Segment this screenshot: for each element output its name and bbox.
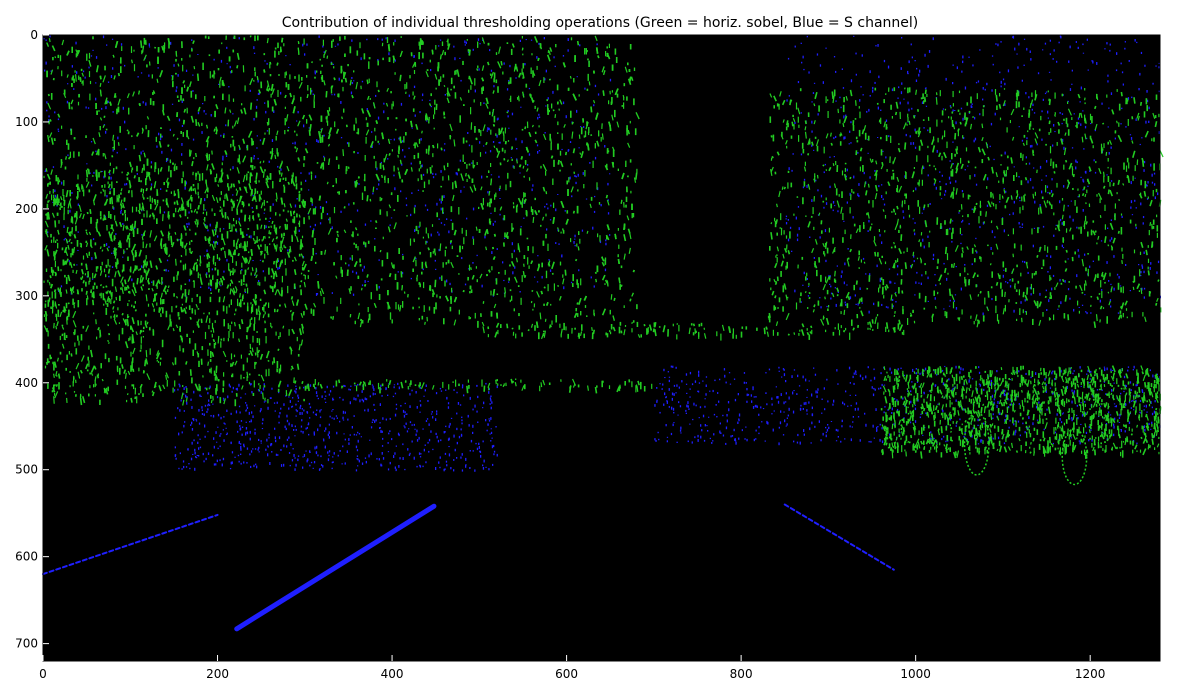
y-tick-label: 0 [30, 28, 38, 42]
x-tick-label: 800 [730, 667, 753, 681]
y-axis: 0 100 200 300 400 500 600 700 [15, 28, 49, 651]
sobel-edge-region [481, 321, 905, 341]
lane-lines [42, 503, 895, 632]
lane-line [783, 503, 895, 571]
x-tick-label: 1200 [1075, 667, 1106, 681]
x-tick-label: 0 [39, 667, 47, 681]
sobel-edge-region [43, 35, 640, 329]
sobel-edge-region [43, 165, 307, 407]
x-axis: 0 200 400 600 800 1000 1200 [39, 655, 1105, 681]
chart-title: Contribution of individual thresholding … [282, 15, 919, 31]
y-tick-label: 200 [15, 202, 38, 216]
y-tick-label: 100 [15, 115, 38, 129]
x-tick-label: 600 [555, 667, 578, 681]
s-channel-region [654, 365, 1161, 446]
y-tick-label: 600 [15, 550, 38, 564]
threshold-pixels [43, 35, 1164, 486]
y-tick-label: 300 [15, 289, 38, 303]
y-tick-label: 400 [15, 376, 38, 390]
sobel-edge-region [306, 378, 653, 394]
lane-line [42, 513, 219, 576]
x-tick-label: 1000 [900, 667, 931, 681]
y-tick-label: 700 [15, 637, 38, 651]
car-edge-blob [963, 411, 990, 476]
sobel-edge-region [767, 87, 1164, 329]
sobel-edge-region [880, 365, 1162, 459]
s-channel-region [43, 35, 612, 298]
x-tick-label: 200 [206, 667, 229, 681]
lane-line [234, 503, 437, 632]
x-tick-label: 400 [381, 667, 404, 681]
car-edge-blob [1061, 428, 1088, 486]
y-tick-label: 500 [15, 463, 38, 477]
s-channel-region [173, 382, 498, 472]
plot-frame [42, 34, 1161, 662]
s-channel-region [785, 35, 1161, 316]
